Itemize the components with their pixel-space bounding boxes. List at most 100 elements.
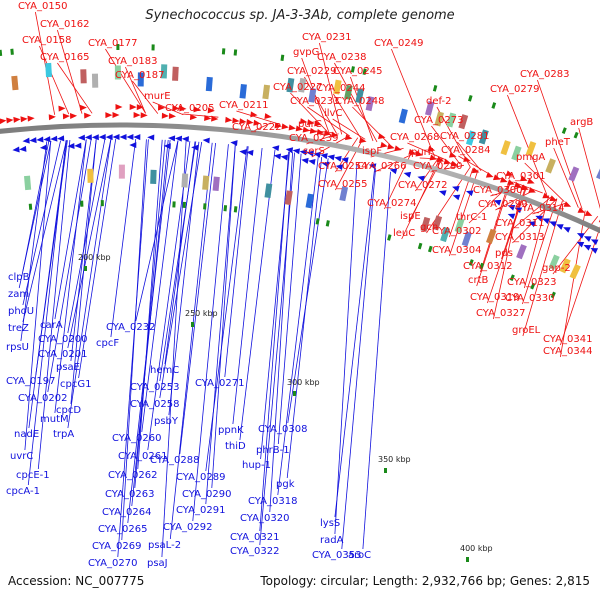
gene-label[interactable]: CYA_0312	[463, 261, 512, 272]
gene-label[interactable]: ispF	[362, 146, 382, 157]
gene-label[interactable]: CYA_0327	[476, 308, 525, 319]
gene-label[interactable]: CYA_0197	[6, 376, 55, 387]
gene-label[interactable]: hup-1	[242, 460, 271, 471]
gene-label[interactable]: crtB	[468, 275, 489, 286]
gene-label[interactable]: aroC	[348, 550, 371, 561]
gene-label[interactable]: phoU	[8, 306, 34, 317]
gene-label[interactable]: serS	[303, 146, 325, 157]
gene-label[interactable]: nadE	[14, 429, 39, 440]
gene-label[interactable]: CYA_0280	[413, 161, 462, 172]
gene-label[interactable]: carA	[40, 320, 63, 331]
gene-label[interactable]: CYA_0239	[289, 133, 338, 144]
gene-label[interactable]: cpcF	[96, 338, 119, 349]
gene-label[interactable]: purF	[411, 147, 434, 158]
gene-label[interactable]: CYA_0299	[478, 199, 527, 210]
gene-label[interactable]: CYA_0279	[490, 84, 539, 95]
gene-label[interactable]: CYA_0162	[40, 19, 89, 30]
gene-label[interactable]: CYA_0320	[240, 513, 289, 524]
gene-label[interactable]: pds	[495, 248, 513, 259]
gene-label[interactable]: CYA_0274	[367, 198, 416, 209]
gene-label[interactable]: psaL-2	[148, 540, 181, 551]
gene-label[interactable]: CYA_0177	[88, 38, 137, 49]
gene-label[interactable]: CYA_0263	[105, 489, 154, 500]
gene-label[interactable]: CYA_0322	[230, 546, 279, 557]
gene-label[interactable]: radA	[320, 535, 344, 546]
gene-label[interactable]: CYA_0301	[496, 171, 545, 182]
gene-label[interactable]: CYA_0323	[507, 277, 556, 288]
gene-label[interactable]: rpsU	[6, 342, 29, 353]
gene-label[interactable]: CYA_0268	[390, 132, 439, 143]
gene-label[interactable]: pheT	[545, 137, 571, 148]
gene-label[interactable]: CYA_0272	[398, 180, 447, 191]
gene-label[interactable]: CYA_0238	[317, 52, 366, 63]
gene-label[interactable]: CYA_0260	[112, 433, 161, 444]
gene-label[interactable]: CYA_0205	[165, 103, 214, 114]
gene-label[interactable]: CYA_0273	[414, 115, 463, 126]
gene-label[interactable]: CYA_0227	[273, 82, 322, 93]
gene-label[interactable]: CYA_0233	[290, 96, 339, 107]
gene-label[interactable]: CYA_0302	[432, 226, 481, 237]
gene-label[interactable]: hemC	[150, 365, 179, 376]
gene-label[interactable]: CYA_0201	[38, 349, 87, 360]
gene-label[interactable]: treZ	[8, 323, 29, 334]
gene-label[interactable]: groEL	[512, 325, 541, 336]
gene-label[interactable]: CYA_0165	[40, 52, 89, 63]
gene-label[interactable]: CYA_0341	[543, 334, 592, 345]
gene-label[interactable]: ispE	[400, 211, 421, 222]
gene-label[interactable]: cpcE-1	[16, 470, 50, 481]
gene-label[interactable]: CYA_0202	[18, 393, 67, 404]
gene-label[interactable]: CYA_0344	[543, 346, 592, 357]
gene-label[interactable]: CYA_0288	[150, 455, 199, 466]
gene-label[interactable]: CYA_0318	[248, 496, 297, 507]
gene-label[interactable]: CYA_0183	[108, 56, 157, 67]
gene-label[interactable]: thiD	[225, 441, 246, 452]
gene-label[interactable]: CYA_0271	[195, 378, 244, 389]
gene-label[interactable]: CYA_0290	[182, 489, 231, 500]
gene-label[interactable]: argB	[570, 117, 593, 128]
gene-label[interactable]: CYA_0265	[98, 524, 147, 535]
gene-label[interactable]: CYA_0158	[22, 35, 71, 46]
gene-label[interactable]: ppnK	[218, 425, 244, 436]
gene-label[interactable]: cpcD	[56, 405, 81, 416]
gene-label[interactable]: CYA_0321	[230, 532, 279, 543]
gene-label[interactable]: CYA_0150	[18, 1, 67, 12]
gene-label[interactable]: CYA_0232	[106, 322, 155, 333]
gene-label[interactable]: CYA_0319	[470, 292, 519, 303]
gene-label[interactable]: clpB	[8, 272, 30, 283]
gene-label[interactable]: CYA_0284	[441, 145, 490, 156]
gene-label[interactable]: CYA_0314	[515, 203, 564, 214]
gene-label[interactable]: CYA_0211	[219, 100, 268, 111]
gene-label[interactable]: CYA_0300	[473, 185, 522, 196]
gene-label[interactable]: CYA_0308	[258, 424, 307, 435]
gene-label[interactable]: zam	[8, 289, 29, 300]
gene-label[interactable]: CYA_0245	[333, 66, 382, 77]
gene-label[interactable]: purC	[298, 119, 322, 130]
gene-label[interactable]: murE	[144, 91, 171, 102]
gene-label[interactable]: CYA_0313	[495, 232, 544, 243]
gene-label[interactable]: lysS	[320, 518, 340, 529]
gene-label[interactable]: gvpG	[293, 47, 319, 58]
gene-label[interactable]: mutM	[40, 414, 69, 425]
gene-label[interactable]: def-2	[426, 96, 451, 107]
gene-label[interactable]: trpA	[53, 429, 74, 440]
gene-label[interactable]: CYA_0281	[440, 131, 489, 142]
gene-label[interactable]: CYA_0248	[335, 96, 384, 107]
gene-label[interactable]: CYA_0222	[232, 122, 281, 133]
gene-label[interactable]: CYA_0258	[130, 399, 179, 410]
gene-label[interactable]: CYA_0253	[130, 382, 179, 393]
gene-label[interactable]: CYA_0292	[163, 522, 212, 533]
gene-label[interactable]: CYA_0249	[374, 38, 423, 49]
gene-label[interactable]: CYA_0187	[115, 70, 164, 81]
gene-label[interactable]: CYA_0231	[302, 32, 351, 43]
gene-labels[interactable]: CYA_0150 CYA_0162 CYA_0158 CYA_0165 CYA_0177…	[6, 1, 593, 569]
gene-label[interactable]: cpcA-1	[6, 486, 40, 497]
gene-label[interactable]: CYA_0311	[495, 218, 544, 229]
gene-label[interactable]: CYA_0270	[88, 558, 137, 569]
gene-label[interactable]: CYA_0266	[357, 161, 406, 172]
gene-label[interactable]: phrB-1	[256, 445, 290, 456]
gene-label[interactable]: CYA_0264	[102, 507, 151, 518]
gene-label[interactable]: cpcG1	[60, 379, 91, 390]
gene-label[interactable]: psaE	[56, 362, 80, 373]
gene-label[interactable]: uvrC	[10, 451, 33, 462]
gene-label[interactable]: thrC-1	[456, 212, 487, 223]
